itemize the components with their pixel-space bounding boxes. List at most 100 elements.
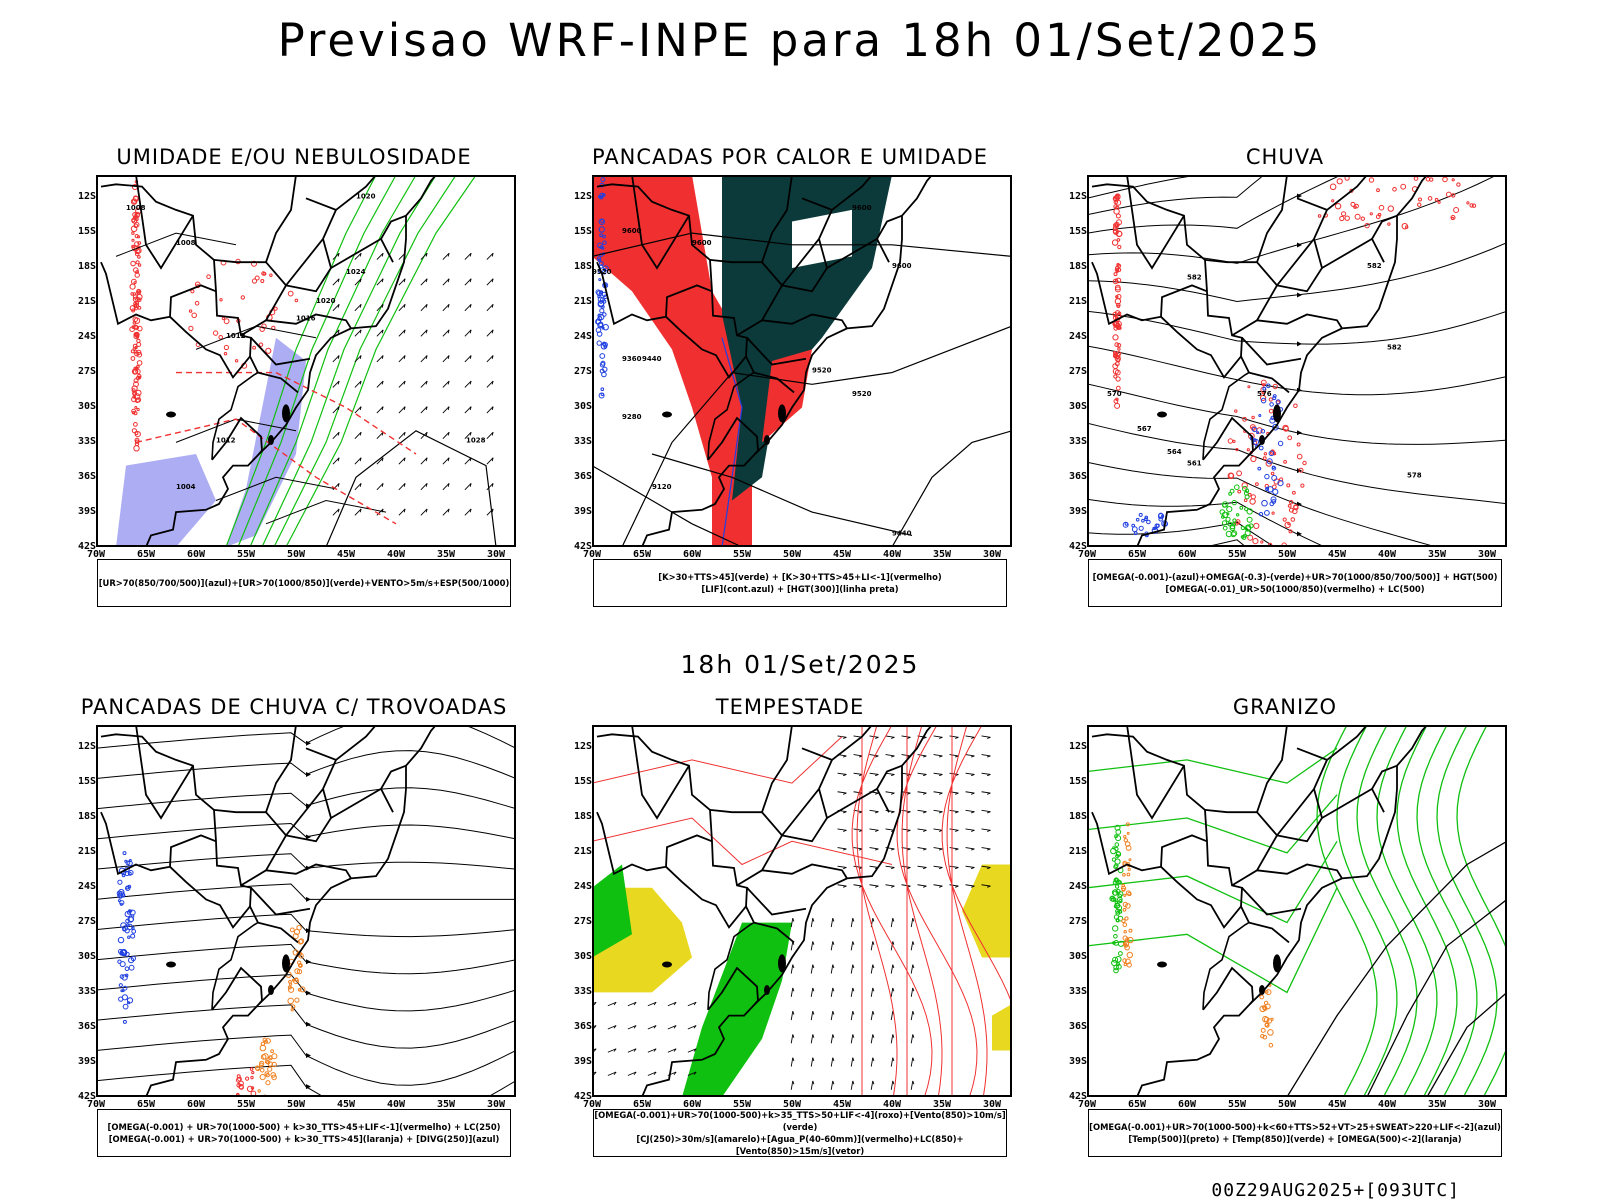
wind-vector (812, 1011, 815, 1015)
wind-vector (971, 811, 975, 814)
omega-ur-red (1376, 188, 1380, 193)
wind-vector (812, 1080, 815, 1085)
thickness-red (133, 378, 139, 384)
state-border (213, 809, 266, 814)
temp-850 (1111, 959, 1118, 967)
state-border (250, 887, 311, 916)
wind-vector (469, 278, 472, 283)
omega-green (1231, 530, 1238, 537)
wind-vector (593, 1048, 597, 1052)
state-border (876, 764, 903, 790)
wind-vector (376, 483, 384, 491)
wind-vector (910, 918, 914, 928)
wind-vector (420, 278, 428, 286)
wind-vector (486, 380, 494, 388)
wind-vector (491, 329, 494, 334)
wind-vector (892, 964, 895, 969)
state-border (707, 966, 759, 1011)
contour-label: 1012 (226, 332, 246, 340)
lon-tick-label: 35W (932, 549, 952, 560)
state-border (1276, 238, 1323, 293)
state-border (285, 788, 332, 843)
wind-vector (939, 792, 943, 795)
wind-vector (420, 406, 428, 414)
omega-blue (1158, 516, 1163, 522)
panel-tempestade: TEMPESTADE [OMEGA(-0.001)+UR>70(1000-500… (560, 695, 1020, 1165)
streamline-arrow (1297, 501, 1302, 507)
wind-vector (853, 828, 863, 831)
wind-vector (843, 867, 847, 870)
temp-850 (1416, 725, 1478, 1097)
state-border (1248, 921, 1290, 944)
temp-850 (1113, 967, 1119, 974)
wind-vector (790, 941, 794, 951)
omega-ur-red (1115, 199, 1122, 206)
wind-vector (812, 987, 815, 992)
streamline-arrow (306, 1021, 311, 1027)
coastline (1135, 725, 1429, 1097)
contour-label: 9600 (852, 204, 872, 212)
k-tts-orange (270, 1049, 275, 1054)
wind-vector (667, 1048, 677, 1053)
omega-ur-red (1114, 286, 1121, 293)
thickness-red (133, 333, 140, 340)
lat-tick-label: 39S (77, 506, 96, 517)
wind-vector (332, 508, 340, 516)
lifted-index-blue (595, 327, 602, 333)
lifted-index-blue (603, 268, 607, 272)
wind-vector (837, 772, 847, 775)
humidity-1000-850 (225, 175, 377, 547)
isobar (265, 499, 387, 525)
contour-label: 1008 (176, 239, 196, 247)
state-border (330, 237, 394, 269)
wind-vector (890, 1057, 894, 1067)
wind-vector (398, 380, 406, 388)
lat-tick-label: 33S (77, 986, 96, 997)
thickness-red (221, 316, 226, 321)
lon-tick-label: 30W (1477, 549, 1497, 560)
valid-time-title: 18h 01/Set/2025 (680, 650, 920, 679)
omega-500-orange (1125, 958, 1131, 965)
omega-500-orange (1125, 845, 1132, 851)
omega-ur-red (1442, 176, 1448, 183)
lat-tick-label: 18S (1068, 261, 1087, 272)
map-border (96, 175, 516, 547)
divergence-blue (124, 966, 130, 971)
wind-vector (337, 508, 340, 513)
wind-vector (949, 754, 959, 757)
wind-vector (955, 792, 959, 795)
map-layers: 9600960096009600952094409360952092809120… (592, 175, 1012, 547)
state-border (330, 787, 394, 819)
hgt-300 (891, 430, 1012, 547)
lat-tick-label: 15S (1068, 226, 1087, 237)
wind-vector (830, 1034, 834, 1044)
wind-vector (949, 735, 959, 738)
wind-vector (830, 964, 834, 974)
lat-tick-label: 18S (77, 261, 96, 272)
wind-vector (875, 755, 879, 758)
temp-850 (1316, 725, 1378, 1097)
state-border (100, 183, 259, 373)
wind-vector (832, 1034, 835, 1038)
wind-vector (792, 987, 795, 992)
omega-ur-red (1360, 216, 1365, 221)
wind-vector (469, 329, 472, 334)
state-border (631, 725, 690, 820)
divergence-blue (121, 952, 125, 955)
wind-vector (885, 865, 895, 868)
omega-500-orange (1262, 1016, 1269, 1023)
wind-vector (442, 329, 450, 337)
thickness-red (137, 255, 141, 259)
legend-line-2: [OMEGA(-0.001) + UR>70(1000-500) + k>30_… (108, 1134, 500, 1144)
wind-vector (442, 278, 450, 286)
wind-vector (354, 508, 362, 516)
lifted-index-blue (599, 245, 604, 249)
omega-ur-red (1116, 351, 1122, 357)
wind-vector (337, 329, 340, 334)
humidity-1000-850 (261, 175, 437, 547)
omega-blue (1260, 397, 1267, 404)
temp-850 (1376, 725, 1438, 1097)
state-border (100, 811, 217, 876)
lat-tick-label: 36S (77, 1021, 96, 1032)
omega-blue (1257, 466, 1262, 471)
